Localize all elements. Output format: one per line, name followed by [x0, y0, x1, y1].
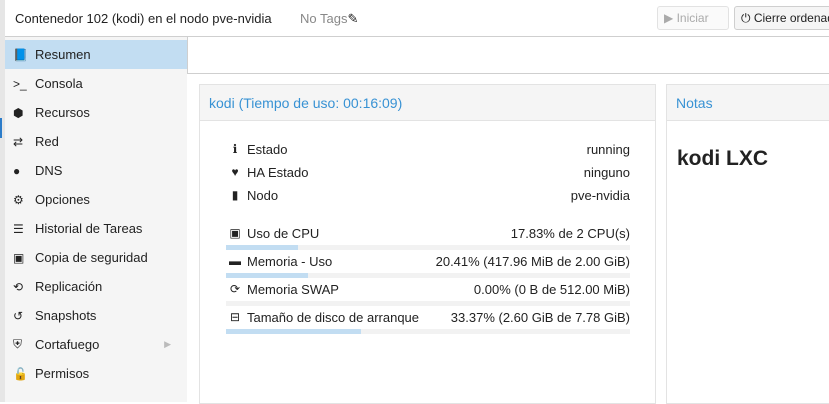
notes-panel: Notas kodi LXC	[666, 84, 829, 404]
sidebar-item-label: Cortafuego	[35, 337, 100, 352]
tags-label: No Tags	[300, 11, 348, 26]
sidebar-item-recursos[interactable]: ⬢ Recursos	[5, 98, 187, 127]
sidebar-item-label: DNS	[35, 163, 63, 178]
power-icon: ⏻	[741, 11, 754, 25]
info-value: running	[586, 142, 630, 157]
floppy-icon: ▣	[13, 250, 25, 265]
sidebar-item-historial-de-tareas[interactable]: ☰ Historial de Tareas	[5, 214, 187, 243]
sidebar-item-label: Red	[35, 134, 59, 149]
sidebar-item-label: Copia de seguridad	[35, 250, 148, 265]
sidebar-item-label: Snapshots	[35, 308, 97, 323]
sidebar-item-label: Consola	[35, 76, 83, 91]
usage-row: ▣ Uso de CPU 17.83% de 2 CPU(s)	[228, 226, 630, 246]
shield-icon: ⛨	[13, 337, 23, 351]
page-title: Contenedor 102 (kodi) en el nodo pve-nvi…	[15, 11, 272, 26]
exchange-icon: ⇄	[13, 134, 24, 149]
sidebar-item-replicaci-n[interactable]: ⟲ Replicación	[5, 272, 187, 301]
usage-bar	[226, 301, 630, 306]
header-bar: Contenedor 102 (kodi) en el nodo pve-nvi…	[5, 0, 829, 37]
history-icon: ↺	[13, 308, 24, 323]
cpu-icon: ▣	[229, 226, 241, 240]
usage-row: ▬ Memoria - Uso 20.41% (417.96 MiB de 2.00…	[228, 254, 630, 274]
usage-label: Uso de CPU	[247, 226, 320, 241]
sidebar-item-label: Permisos	[35, 366, 90, 381]
heartbeat-icon: ♥	[231, 165, 239, 179]
cube-icon: ⬢	[13, 105, 24, 120]
server-icon: ▮	[231, 188, 239, 202]
info-label: Estado	[247, 142, 288, 157]
sidebar-item-permisos[interactable]: 🔓 Permisos	[5, 359, 187, 388]
sidebar-item-label: Recursos	[35, 105, 90, 120]
usage-row: ⟳ Memoria SWAP 0.00% (0 B de 512.00 MiB)	[228, 282, 630, 302]
sidebar-item-label: Historial de Tareas	[35, 221, 143, 236]
chevron-right-icon: ▶	[164, 339, 171, 349]
usage-bar-fill	[226, 245, 299, 250]
sidebar-item-dns[interactable]: ● DNS	[5, 156, 187, 185]
usage-bar	[226, 273, 630, 278]
info-icon: ℹ	[232, 142, 238, 156]
memory-icon: ▬	[229, 254, 241, 268]
sidebar-item-resumen[interactable]: 📘 Resumen	[5, 40, 187, 69]
tags-edit[interactable]: No Tags✎	[300, 11, 358, 27]
start-button[interactable]: ▶ Iniciar	[657, 6, 729, 30]
content-toolbar	[187, 37, 829, 74]
hdd-icon: ⊟	[229, 310, 241, 324]
edge-marker	[0, 118, 2, 138]
usage-value: 33.37% (2.60 GiB de 7.78 GiB)	[450, 310, 630, 325]
left-edge	[0, 0, 5, 402]
usage-value: 20.41% (417.96 MiB de 2.00 GiB)	[435, 254, 630, 269]
info-value: pve-nvidia	[570, 188, 630, 203]
shutdown-button[interactable]: ⏻ Cierre ordenado	[734, 6, 829, 30]
gear-icon: ⚙	[13, 192, 24, 207]
notes-content: kodi LXC	[677, 147, 769, 170]
usage-bar-fill	[226, 273, 309, 278]
sidebar-item-consola[interactable]: >_ Consola	[5, 69, 187, 98]
book-icon: 📘	[13, 47, 28, 62]
unlock-icon: 🔓	[13, 366, 28, 381]
pencil-icon: ✎	[347, 11, 359, 26]
info-row: ℹ Estado running	[228, 142, 630, 162]
status-panel: kodi (Tiempo de uso: 00:16:09) ℹ Estado ru…	[199, 84, 656, 404]
status-panel-title: kodi (Tiempo de uso: 00:16:09)	[200, 85, 655, 121]
sidebar-item-opciones[interactable]: ⚙ Opciones	[5, 185, 187, 214]
info-row: ▮ Nodo pve-nvidia	[228, 188, 630, 208]
play-icon: ▶	[664, 11, 677, 25]
usage-label: Memoria - Uso	[247, 254, 333, 269]
info-row: ♥ HA Estado ninguno	[228, 165, 630, 185]
sidebar-item-copia-de-seguridad[interactable]: ▣ Copia de seguridad	[5, 243, 187, 272]
refresh-icon: ⟳	[229, 282, 241, 296]
notes-panel-title: Notas	[667, 85, 829, 121]
sidebar-item-label: Replicación	[35, 279, 103, 294]
globe-icon: ●	[13, 163, 21, 178]
sidebar-item-cortafuego[interactable]: ⛨ Cortafuego ▶	[5, 330, 187, 359]
info-value: ninguno	[583, 165, 630, 180]
usage-value: 17.83% de 2 CPU(s)	[510, 226, 630, 241]
usage-label: Tamaño de disco de arranque	[247, 310, 420, 325]
usage-bar-fill	[226, 329, 361, 334]
sidebar-item-snapshots[interactable]: ↺ Snapshots	[5, 301, 187, 330]
terminal-icon: >_	[13, 76, 27, 91]
info-label: Nodo	[247, 188, 279, 203]
list-icon: ☰	[13, 221, 24, 236]
sidebar: 📘 Resumen >_ Consola ⬢ Recursos ⇄ Red ● DNS ⚙ Opcio…	[5, 37, 187, 402]
retweet-icon: ⟲	[13, 279, 24, 294]
info-label: HA Estado	[247, 165, 309, 180]
usage-value: 0.00% (0 B de 512.00 MiB)	[473, 282, 630, 297]
usage-label: Memoria SWAP	[247, 282, 339, 297]
sidebar-item-label: Resumen	[35, 47, 91, 62]
sidebar-item-label: Opciones	[35, 192, 90, 207]
usage-bar	[226, 245, 630, 250]
sidebar-item-red[interactable]: ⇄ Red	[5, 127, 187, 156]
usage-row: ⊟ Tamaño de disco de arranque 33.37% (2.60…	[228, 310, 630, 330]
usage-bar	[226, 329, 630, 334]
